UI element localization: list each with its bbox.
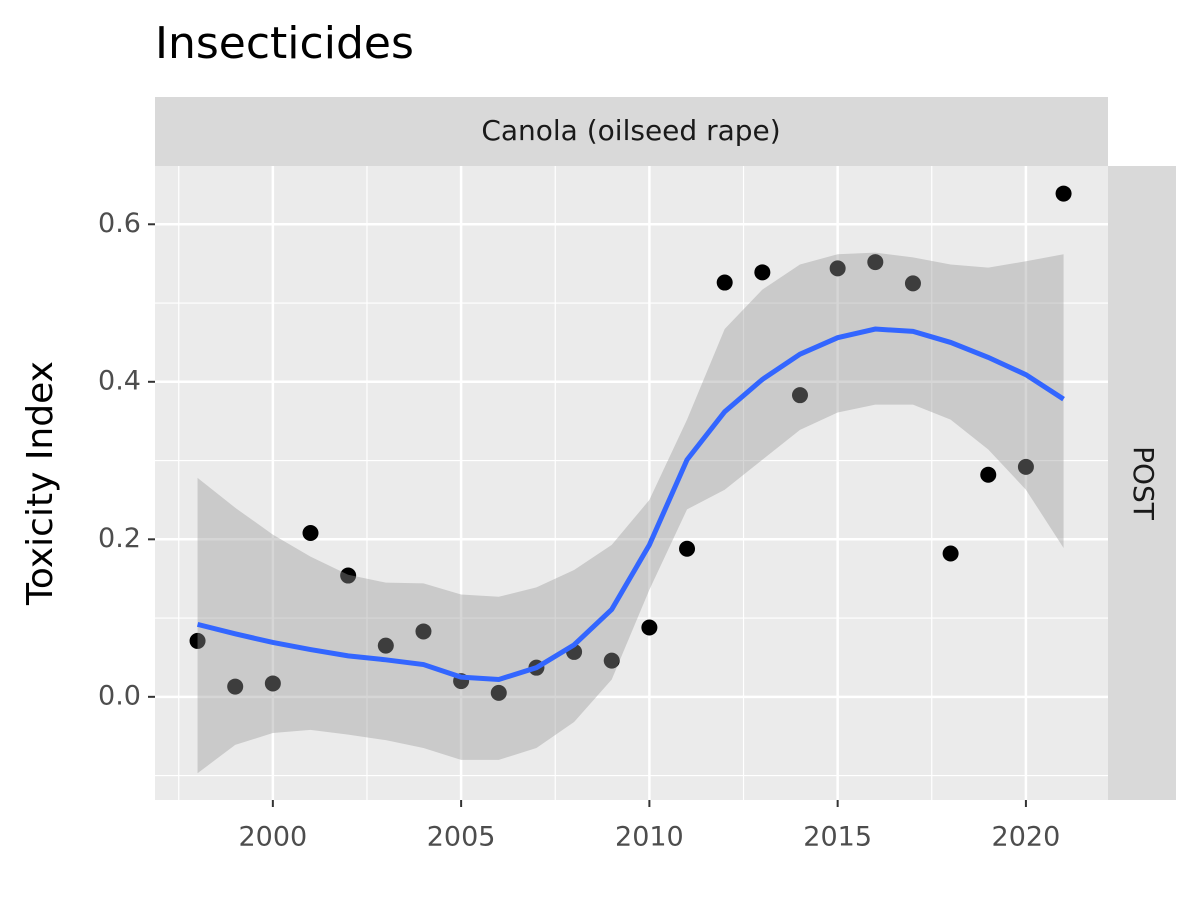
y-tick-label: 0.4 — [98, 365, 141, 396]
smooth-line — [196, 326, 1065, 683]
point — [754, 264, 771, 281]
facet-strip — [1108, 166, 1176, 800]
point — [679, 540, 696, 557]
point — [1055, 185, 1072, 202]
point — [791, 387, 808, 404]
facet-label: POST — [1127, 446, 1160, 521]
point — [490, 684, 507, 701]
point — [1017, 458, 1034, 475]
x-tick-label: 2010 — [615, 822, 684, 853]
x-tick-label: 2000 — [238, 822, 307, 853]
chart-title: Insecticides — [155, 18, 414, 69]
y-tick-label: 0.0 — [98, 680, 141, 711]
x-tick-label: 2015 — [803, 822, 872, 853]
point — [904, 275, 921, 292]
point — [264, 675, 281, 692]
point — [641, 619, 658, 636]
point — [867, 254, 884, 271]
facet-strip — [155, 97, 1108, 166]
facet-label: Canola (oilseed rape) — [481, 114, 780, 147]
y-tick-label: 0.6 — [98, 208, 141, 239]
point — [829, 260, 846, 277]
point — [980, 466, 997, 483]
point — [415, 623, 432, 640]
point — [716, 274, 733, 291]
point — [942, 545, 959, 562]
x-tick-label: 2020 — [992, 822, 1061, 853]
y-tick-label: 0.2 — [98, 523, 141, 554]
y-axis-title: Toxicity Index — [20, 361, 61, 606]
point — [227, 678, 244, 695]
point — [340, 567, 357, 584]
confidence-band — [197, 252, 1064, 774]
point — [302, 525, 319, 542]
point — [603, 652, 620, 669]
point — [189, 632, 206, 649]
panel — [155, 166, 1108, 800]
x-tick-label: 2005 — [427, 822, 496, 853]
point — [377, 637, 394, 654]
